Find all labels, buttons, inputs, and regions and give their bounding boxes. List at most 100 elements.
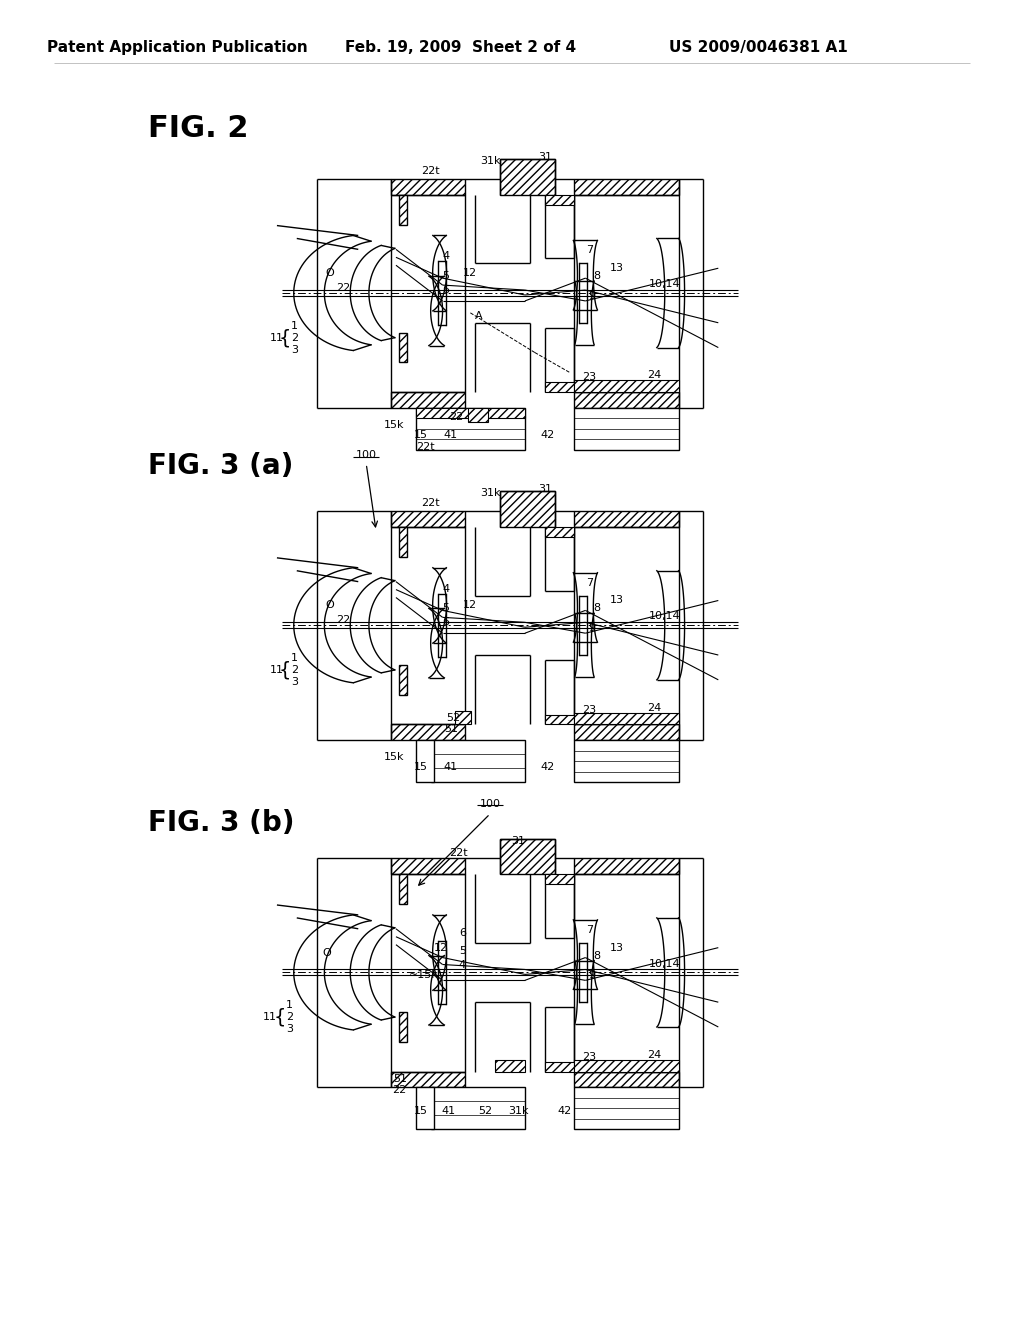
Bar xyxy=(574,180,679,195)
Text: 2: 2 xyxy=(291,665,298,675)
Text: 22: 22 xyxy=(450,412,464,422)
Text: 24: 24 xyxy=(647,702,662,713)
Text: 15: 15 xyxy=(414,1106,428,1117)
Bar xyxy=(545,1061,574,1072)
Text: 42: 42 xyxy=(557,1106,571,1117)
Bar xyxy=(545,874,574,884)
Bar xyxy=(574,1088,679,1129)
Text: 13: 13 xyxy=(610,942,625,953)
Bar xyxy=(416,408,525,418)
Bar xyxy=(399,874,407,904)
Text: 15: 15 xyxy=(414,762,428,772)
Text: {: { xyxy=(279,660,291,680)
Bar xyxy=(574,511,679,527)
Text: 23: 23 xyxy=(583,1052,596,1061)
Text: 13: 13 xyxy=(610,263,625,273)
Text: O: O xyxy=(323,948,331,957)
Text: 41: 41 xyxy=(441,1106,456,1117)
Bar xyxy=(496,1060,525,1072)
Text: 5: 5 xyxy=(459,945,466,956)
Text: 3: 3 xyxy=(287,1024,293,1034)
Bar xyxy=(416,408,525,450)
Text: {: { xyxy=(279,329,291,347)
Text: 5: 5 xyxy=(442,603,450,614)
Text: 22: 22 xyxy=(336,282,350,293)
Text: 31: 31 xyxy=(538,484,552,495)
Bar xyxy=(431,1088,525,1129)
Text: 11: 11 xyxy=(270,333,284,343)
Text: 3: 3 xyxy=(291,677,298,686)
Text: 31k: 31k xyxy=(508,1106,528,1117)
Bar xyxy=(545,714,574,725)
Text: FIG. 2: FIG. 2 xyxy=(148,115,249,144)
Text: 10,14: 10,14 xyxy=(649,279,681,289)
Bar xyxy=(431,741,525,781)
Text: 6: 6 xyxy=(459,928,466,937)
Text: 22: 22 xyxy=(336,615,350,626)
Bar xyxy=(399,1012,407,1041)
Bar xyxy=(391,180,465,195)
Text: 22: 22 xyxy=(392,1085,407,1096)
Text: 100: 100 xyxy=(355,450,377,459)
Text: 31: 31 xyxy=(511,836,525,846)
Bar xyxy=(574,380,679,392)
Text: O: O xyxy=(326,268,334,279)
Bar xyxy=(574,741,679,781)
Bar xyxy=(574,1072,679,1088)
Text: 100: 100 xyxy=(479,799,501,809)
Text: {: { xyxy=(273,1007,286,1027)
Text: 31k: 31k xyxy=(480,488,501,499)
Bar xyxy=(468,408,488,422)
Text: 4: 4 xyxy=(442,583,450,594)
Text: 7: 7 xyxy=(586,246,593,255)
Text: Feb. 19, 2009  Sheet 2 of 4: Feb. 19, 2009 Sheet 2 of 4 xyxy=(345,40,575,54)
Text: 12: 12 xyxy=(463,601,477,610)
Text: 31: 31 xyxy=(538,152,552,162)
Bar xyxy=(545,527,574,537)
Text: 10,14: 10,14 xyxy=(649,611,681,622)
Text: 4: 4 xyxy=(442,251,450,261)
Bar xyxy=(391,725,465,741)
Bar xyxy=(574,1060,679,1072)
Bar xyxy=(500,491,555,527)
Text: 8: 8 xyxy=(594,950,601,961)
Text: US 2009/0046381 A1: US 2009/0046381 A1 xyxy=(669,40,847,54)
Bar xyxy=(416,741,433,781)
Text: 22t: 22t xyxy=(450,849,468,858)
Bar xyxy=(399,527,407,557)
Text: 9: 9 xyxy=(588,290,595,301)
Text: 15k: 15k xyxy=(384,420,404,430)
Text: 24: 24 xyxy=(647,1049,662,1060)
Bar xyxy=(574,725,679,741)
Bar xyxy=(545,195,574,205)
Text: 1: 1 xyxy=(291,321,298,331)
Bar xyxy=(574,713,679,725)
Bar xyxy=(399,665,407,694)
Text: 9: 9 xyxy=(588,970,595,981)
Text: 11: 11 xyxy=(263,1012,276,1022)
Text: 2: 2 xyxy=(287,1012,294,1022)
Text: 5: 5 xyxy=(442,271,450,281)
Text: 1: 1 xyxy=(287,1001,293,1010)
Text: 41: 41 xyxy=(443,430,458,440)
Bar xyxy=(416,1088,433,1129)
Bar xyxy=(545,383,574,392)
Bar xyxy=(456,710,471,725)
Bar xyxy=(399,195,407,224)
Text: O: O xyxy=(326,601,334,610)
Text: 7: 7 xyxy=(586,925,593,935)
Text: 4: 4 xyxy=(459,961,466,970)
Text: 8: 8 xyxy=(594,271,601,281)
Text: A: A xyxy=(474,310,482,321)
Bar xyxy=(500,838,555,874)
Text: 13: 13 xyxy=(610,595,625,606)
Text: 24: 24 xyxy=(647,371,662,380)
Text: 51: 51 xyxy=(444,725,459,734)
Text: 7: 7 xyxy=(586,578,593,587)
Bar xyxy=(391,511,465,527)
Text: 51: 51 xyxy=(393,1073,407,1084)
Text: 22t: 22t xyxy=(417,442,435,451)
Text: 6: 6 xyxy=(442,285,450,296)
Text: 8: 8 xyxy=(594,603,601,614)
Text: 15: 15 xyxy=(414,430,428,440)
